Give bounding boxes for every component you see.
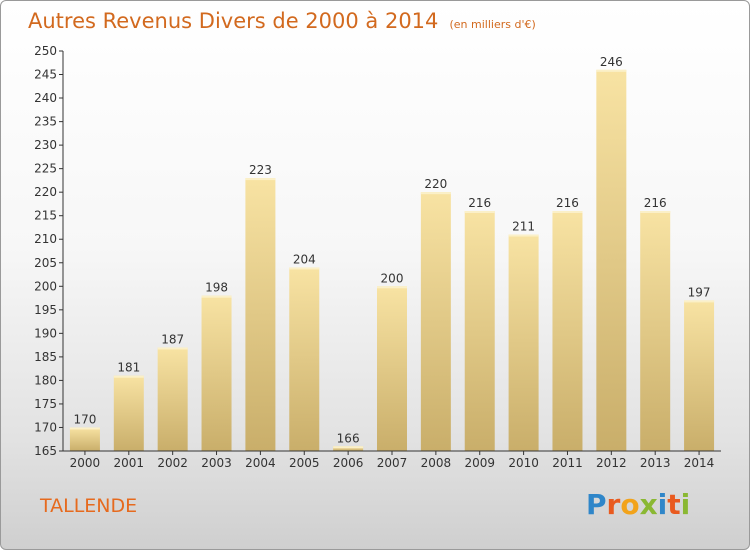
data-label: 216	[556, 196, 579, 210]
data-label: 216	[644, 196, 667, 210]
city-label: TALLENDE	[40, 495, 138, 517]
bar-2010	[508, 234, 539, 451]
proxiti-logo: Proxiti	[586, 488, 690, 521]
chart-subtitle: (en milliers d'€)	[449, 18, 536, 31]
logo-letter: o	[620, 488, 640, 521]
x-tick-label: 2007	[377, 456, 408, 470]
data-label: 187	[161, 332, 184, 346]
data-label: 198	[205, 281, 228, 295]
bar-2014	[684, 300, 715, 451]
data-label: 170	[73, 412, 96, 426]
y-tick-label: 225	[34, 162, 57, 176]
y-tick-label: 210	[34, 232, 57, 246]
bar-2003	[201, 295, 232, 451]
x-tick-label: 2009	[464, 456, 495, 470]
bar-top-highlight	[69, 427, 100, 430]
bar-2007	[377, 286, 407, 451]
bar-top-highlight	[377, 286, 407, 289]
x-tick-label: 2006	[333, 456, 364, 470]
x-tick-label: 2004	[245, 456, 276, 470]
bar-2002	[157, 347, 188, 451]
bar-2005	[289, 267, 320, 451]
bar-2012	[596, 69, 627, 451]
bar-2009	[464, 211, 495, 451]
bar-2000	[69, 427, 100, 451]
y-tick-label: 200	[34, 279, 57, 293]
logo-letter: r	[606, 488, 621, 521]
data-label: 181	[117, 361, 140, 375]
y-tick-label: 165	[34, 444, 57, 458]
logo-letter: x	[639, 488, 658, 521]
bar-2008	[420, 192, 451, 452]
x-tick-label: 2011	[552, 456, 583, 470]
chart-title-block: Autres Revenus Divers de 2000 à 2014 (en…	[28, 9, 536, 33]
bar-2011	[552, 211, 583, 451]
logo-letter: P	[586, 488, 607, 521]
y-tick-label: 190	[34, 326, 57, 340]
y-tick-label: 230	[34, 138, 57, 152]
logo-letter: i	[657, 488, 668, 521]
x-tick-label: 2013	[640, 456, 671, 470]
bar-2001	[113, 375, 144, 451]
data-label: 166	[337, 431, 360, 445]
bar-top-highlight	[245, 178, 276, 181]
data-label: 197	[688, 285, 711, 299]
x-tick-label: 2001	[114, 456, 145, 470]
y-tick-label: 240	[34, 91, 57, 105]
bar-2013	[640, 211, 671, 451]
y-tick-label: 205	[34, 256, 57, 270]
data-label: 200	[381, 271, 404, 285]
x-tick-label: 2003	[201, 456, 232, 470]
logo-letter: i	[680, 488, 691, 521]
bar-top-highlight	[157, 347, 188, 350]
y-tick-label: 245	[34, 68, 57, 82]
data-label: 204	[293, 252, 316, 266]
x-tick-label: 2000	[70, 456, 101, 470]
bar-top-highlight	[464, 211, 495, 213]
bar-top-highlight	[684, 300, 715, 303]
bar-2006	[333, 446, 364, 451]
y-tick-label: 185	[34, 350, 57, 364]
bar-top-highlight	[640, 211, 671, 213]
bar-top-highlight	[289, 267, 320, 270]
y-tick-label: 250	[34, 44, 57, 58]
chart-title: Autres Revenus Divers de 2000 à 2014	[28, 9, 439, 33]
x-tick-label: 2012	[596, 456, 627, 470]
bar-top-highlight	[552, 211, 583, 213]
bar-top-highlight	[201, 295, 232, 298]
logo-letter: t	[667, 488, 681, 521]
data-label: 216	[468, 196, 491, 210]
y-tick-label: 170	[34, 420, 57, 434]
bar-top-highlight	[113, 375, 144, 378]
data-label: 211	[512, 220, 535, 234]
x-tick-label: 2010	[508, 456, 539, 470]
x-tick-label: 2005	[289, 456, 320, 470]
x-tick-label: 2008	[421, 456, 452, 470]
bar-top-highlight	[596, 69, 627, 72]
data-label: 220	[424, 177, 447, 191]
y-tick-label: 175	[34, 397, 57, 411]
x-tick-label: 2002	[157, 456, 188, 470]
y-tick-label: 220	[34, 185, 57, 199]
bar-top-highlight	[333, 446, 364, 449]
data-label: 246	[600, 55, 623, 69]
y-tick-label: 235	[34, 115, 57, 129]
bar-2004	[245, 178, 276, 451]
y-tick-label: 195	[34, 303, 57, 317]
data-label: 223	[249, 163, 272, 177]
x-tick-label: 2014	[684, 456, 715, 470]
bar-top-highlight	[508, 234, 539, 237]
bar-top-highlight	[420, 192, 451, 195]
y-tick-label: 215	[34, 209, 57, 223]
y-tick-label: 180	[34, 373, 57, 387]
